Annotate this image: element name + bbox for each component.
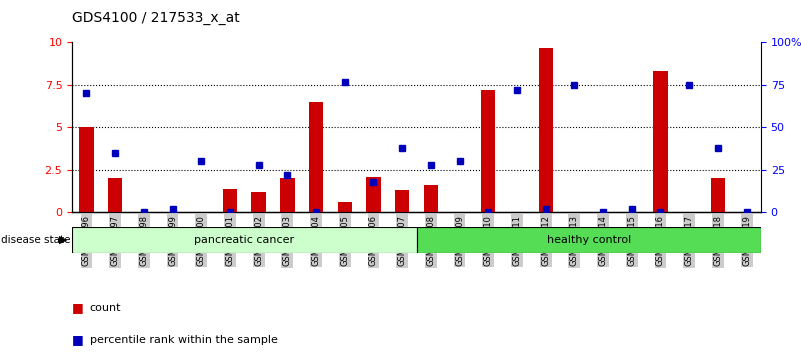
Bar xyxy=(252,192,266,212)
Text: pancreatic cancer: pancreatic cancer xyxy=(194,235,294,245)
Text: count: count xyxy=(90,303,121,313)
Text: healthy control: healthy control xyxy=(546,235,631,245)
Bar xyxy=(309,102,324,212)
Text: percentile rank within the sample: percentile rank within the sample xyxy=(90,335,278,345)
Bar xyxy=(108,178,123,212)
Text: disease state: disease state xyxy=(1,235,70,245)
Bar xyxy=(654,72,668,212)
Text: ▶: ▶ xyxy=(59,235,68,245)
Bar xyxy=(223,189,237,212)
Text: GDS4100 / 217533_x_at: GDS4100 / 217533_x_at xyxy=(72,11,239,25)
Bar xyxy=(710,178,725,212)
Bar xyxy=(366,177,380,212)
Bar xyxy=(395,190,409,212)
Bar xyxy=(337,202,352,212)
Bar xyxy=(424,185,438,212)
Bar xyxy=(538,47,553,212)
Bar xyxy=(417,227,761,253)
Text: ■: ■ xyxy=(72,302,84,314)
Text: ■: ■ xyxy=(72,333,84,346)
Bar xyxy=(72,227,417,253)
Bar xyxy=(79,127,94,212)
Bar xyxy=(481,90,496,212)
Bar xyxy=(280,178,295,212)
